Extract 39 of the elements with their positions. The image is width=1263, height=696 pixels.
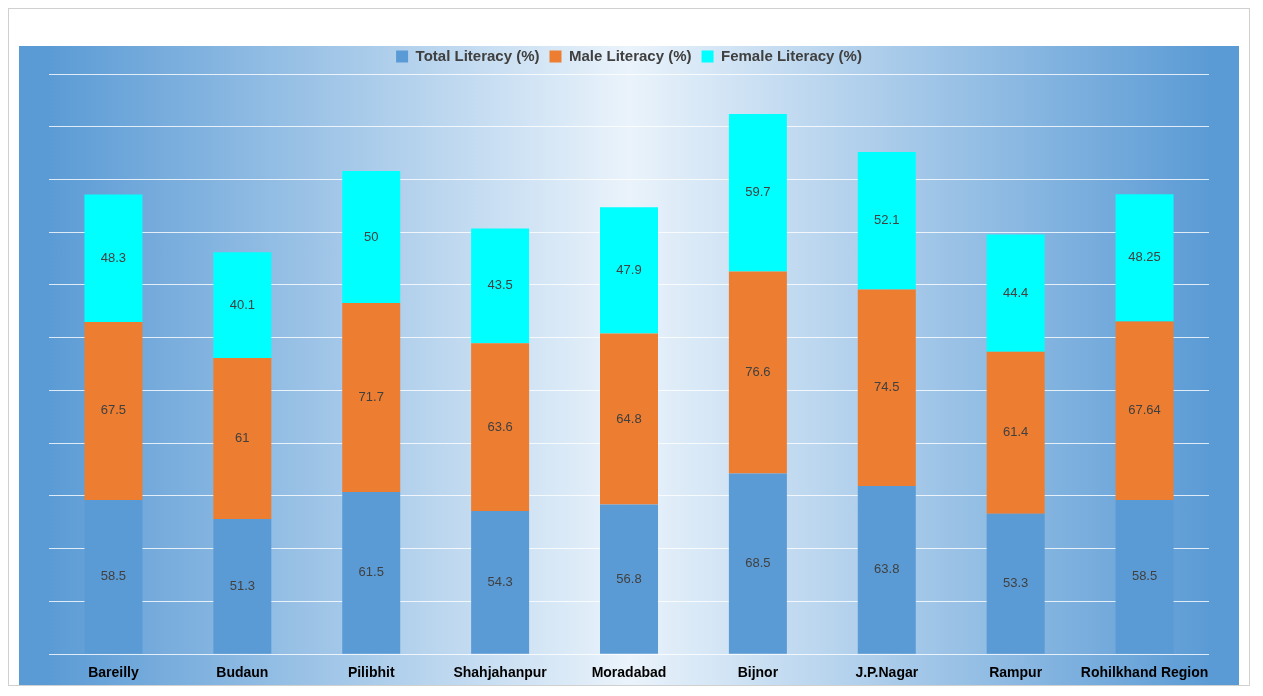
data-label: 59.7: [745, 184, 771, 200]
x-tick-label: Bareilly: [88, 664, 139, 681]
data-label: 44.4: [1003, 284, 1029, 300]
data-label: 61.5: [358, 564, 384, 580]
legend-label: Male Literacy (%): [568, 46, 692, 64]
x-tick-label: Pilibhit: [347, 664, 395, 681]
data-label: 48.3: [100, 249, 127, 265]
data-label: 68.5: [745, 555, 771, 571]
x-tick-label: J.P.Nagar: [855, 664, 919, 681]
data-label: 48.25: [1128, 249, 1161, 265]
data-label: 51.3: [229, 577, 255, 593]
x-tick-label: Rampur: [989, 664, 1043, 681]
data-label: 74.5: [874, 379, 900, 395]
data-label: 50: [363, 228, 379, 244]
x-tick-label: Budaun: [216, 664, 269, 681]
data-label: 63.6: [487, 418, 513, 434]
data-label: 67.5: [100, 402, 127, 418]
data-label: 40.1: [229, 296, 255, 312]
legend-label: Female Literacy (%): [721, 46, 862, 64]
data-label: 76.6: [745, 364, 771, 380]
legend-label: Total Literacy (%): [415, 46, 540, 64]
data-label: 61: [235, 430, 250, 446]
data-label: 53.3: [1003, 575, 1029, 591]
data-label: 47.9: [616, 261, 642, 277]
data-label: 58.5: [1131, 568, 1158, 584]
data-label: 61.4: [1003, 424, 1029, 440]
data-label: 43.5: [487, 277, 513, 293]
data-label: 71.7: [358, 389, 384, 405]
data-label: 58.5: [100, 568, 127, 584]
x-tick-label: Rohilkhand Region: [1080, 664, 1209, 681]
x-tick-label: Moradabad: [591, 664, 667, 681]
data-label: 64.8: [616, 410, 642, 426]
data-label: 63.8: [874, 561, 900, 577]
x-tick-label: Shahjahanpur: [453, 664, 548, 681]
data-label: 67.64: [1128, 402, 1161, 418]
data-label: 54.3: [487, 573, 513, 589]
data-label: 56.8: [616, 570, 642, 586]
data-label: 52.1: [874, 212, 900, 228]
x-tick-label: Bijnor: [737, 664, 779, 681]
